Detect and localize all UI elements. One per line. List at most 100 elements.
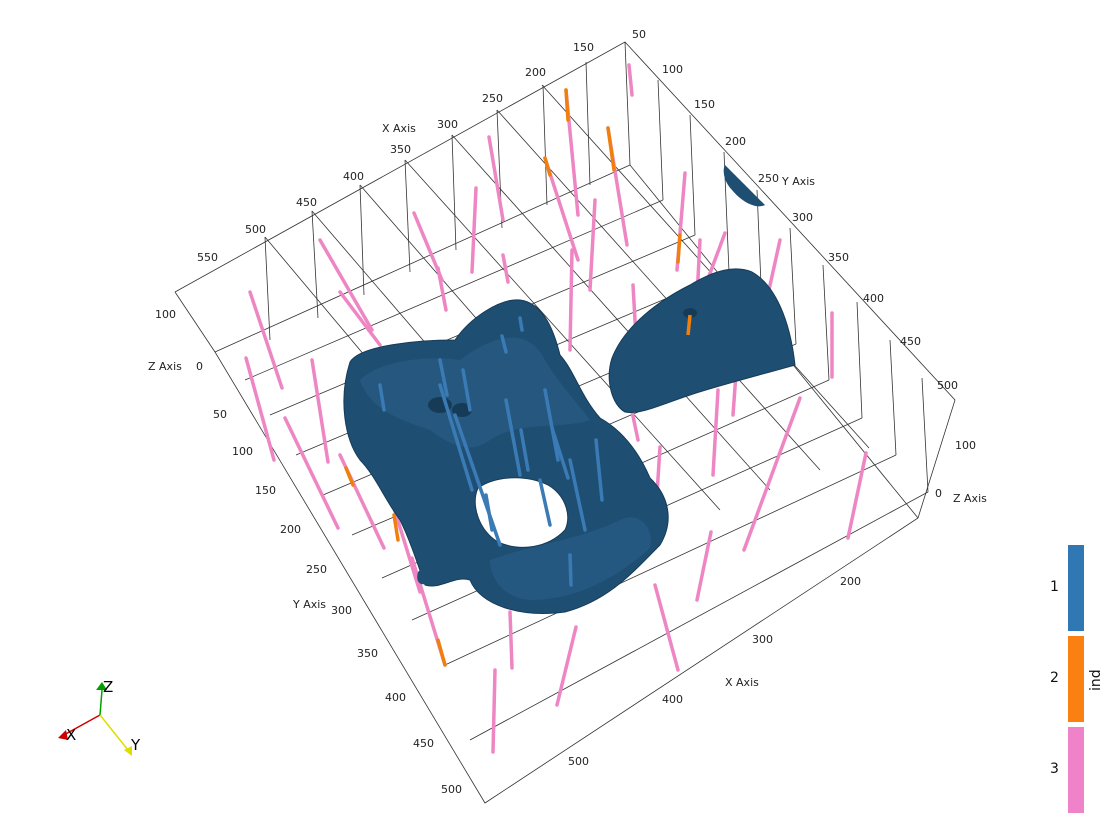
well-trace bbox=[487, 135, 505, 222]
tick-label: 50 bbox=[632, 28, 646, 41]
well-trace bbox=[438, 358, 449, 397]
orientation-y-label: Y bbox=[130, 736, 141, 754]
tick-label: 250 bbox=[482, 92, 503, 105]
well-trace bbox=[627, 63, 634, 97]
well-trace bbox=[491, 668, 497, 754]
well-trace bbox=[550, 426, 570, 480]
tick-label: 50 bbox=[213, 408, 227, 421]
well-trace bbox=[283, 416, 340, 530]
tick-label: 400 bbox=[343, 170, 364, 183]
well-trace bbox=[344, 466, 355, 487]
tick-label: 400 bbox=[863, 292, 884, 305]
orientation-z-label: Z bbox=[103, 678, 113, 696]
well-trace bbox=[310, 358, 330, 464]
tick-label: 200 bbox=[840, 575, 861, 588]
y-axis-title: Y Axis bbox=[292, 598, 326, 611]
tick-label: 350 bbox=[357, 647, 378, 660]
tick-label: 450 bbox=[900, 335, 921, 348]
tick-label: 250 bbox=[758, 172, 779, 185]
tick-label: 150 bbox=[694, 98, 715, 111]
well-trace bbox=[711, 388, 720, 477]
well-trace bbox=[461, 368, 472, 412]
well-trace bbox=[508, 610, 514, 670]
tick-label: 100 bbox=[955, 439, 976, 452]
z-axis-left: Z Axis 100 0 bbox=[148, 308, 203, 373]
well-trace bbox=[338, 290, 382, 347]
orientation-axes-widget: Z X Y bbox=[58, 678, 141, 756]
tick-label: 100 bbox=[155, 308, 176, 321]
well-traces-ind1 bbox=[378, 316, 604, 587]
well-traces bbox=[244, 63, 868, 754]
well-trace bbox=[568, 458, 587, 532]
tick-label: 450 bbox=[413, 737, 434, 750]
well-trace bbox=[594, 438, 604, 502]
well-trace bbox=[378, 383, 386, 412]
tick-label: 300 bbox=[752, 633, 773, 646]
color-legend: 1 2 3 ind bbox=[1050, 540, 1108, 818]
well-trace bbox=[555, 625, 578, 707]
tick-label: 300 bbox=[437, 118, 458, 131]
tick-label: 200 bbox=[725, 135, 746, 148]
tick-label: 150 bbox=[255, 484, 276, 497]
well-trace bbox=[436, 638, 447, 667]
well-trace bbox=[564, 88, 570, 122]
well-trace bbox=[568, 248, 574, 352]
well-trace bbox=[248, 290, 284, 390]
tick-label: 500 bbox=[937, 379, 958, 392]
isosurface-main[interactable] bbox=[343, 299, 669, 614]
tick-label: 200 bbox=[280, 523, 301, 536]
tick-label: 400 bbox=[662, 693, 683, 706]
tick-label: 400 bbox=[385, 691, 406, 704]
well-trace bbox=[543, 156, 552, 177]
well-trace bbox=[470, 186, 478, 274]
tick-label: 350 bbox=[828, 251, 849, 264]
tick-label: 100 bbox=[232, 445, 253, 458]
well-trace bbox=[484, 493, 494, 532]
tick-label: 500 bbox=[568, 755, 589, 768]
well-trace bbox=[568, 553, 573, 587]
well-trace bbox=[500, 334, 508, 354]
tick-label: 500 bbox=[441, 783, 462, 796]
z-axis-right: Z Axis 100 0 bbox=[935, 439, 987, 505]
well-trace bbox=[742, 396, 802, 552]
z-arrow-icon bbox=[96, 682, 107, 690]
y-axis-left: Y Axis 50 100 150 200 250 300 350 400 45… bbox=[213, 408, 462, 796]
tick-label: 250 bbox=[306, 563, 327, 576]
tick-label: 300 bbox=[331, 604, 352, 617]
well-trace bbox=[392, 513, 400, 542]
well-trace bbox=[676, 233, 682, 264]
legend-label-1: 1 bbox=[1050, 579, 1059, 595]
y-arrow-icon bbox=[124, 746, 132, 756]
x-axis-title: X Axis bbox=[382, 122, 416, 135]
orientation-x-label: X bbox=[66, 726, 76, 744]
x-axis-bottom: X Axis 200 300 400 500 bbox=[568, 575, 861, 768]
y-axis-title: Y Axis bbox=[781, 175, 815, 188]
x-arrow-icon bbox=[58, 730, 68, 740]
well-trace bbox=[244, 356, 276, 462]
legend-swatch-1 bbox=[1068, 545, 1084, 631]
tick-label: 200 bbox=[525, 66, 546, 79]
well-trace bbox=[519, 428, 530, 472]
legend-title: ind bbox=[1088, 669, 1104, 691]
well-trace bbox=[543, 388, 560, 462]
well-trace bbox=[438, 383, 474, 492]
well-trace bbox=[518, 316, 524, 332]
tick-label: 350 bbox=[390, 143, 411, 156]
well-trace bbox=[695, 530, 713, 602]
tick-label: 150 bbox=[573, 41, 594, 54]
isosurface-secondary[interactable] bbox=[608, 165, 796, 414]
legend-label-3: 3 bbox=[1050, 761, 1059, 777]
well-trace bbox=[504, 398, 522, 477]
legend-swatch-3 bbox=[1068, 727, 1084, 813]
tick-label: 550 bbox=[197, 251, 218, 264]
x-axis-title: X Axis bbox=[725, 676, 759, 689]
well-trace bbox=[318, 238, 374, 332]
z-axis-title: Z Axis bbox=[953, 492, 987, 505]
z-axis-title: Z Axis bbox=[148, 360, 182, 373]
legend-label-2: 2 bbox=[1050, 670, 1059, 686]
tick-label: 0 bbox=[196, 360, 203, 373]
x-axis-top: X Axis 150 200 250 300 350 400 450 500 5… bbox=[197, 41, 594, 264]
well-trace bbox=[501, 253, 510, 284]
tick-label: 0 bbox=[935, 487, 942, 500]
